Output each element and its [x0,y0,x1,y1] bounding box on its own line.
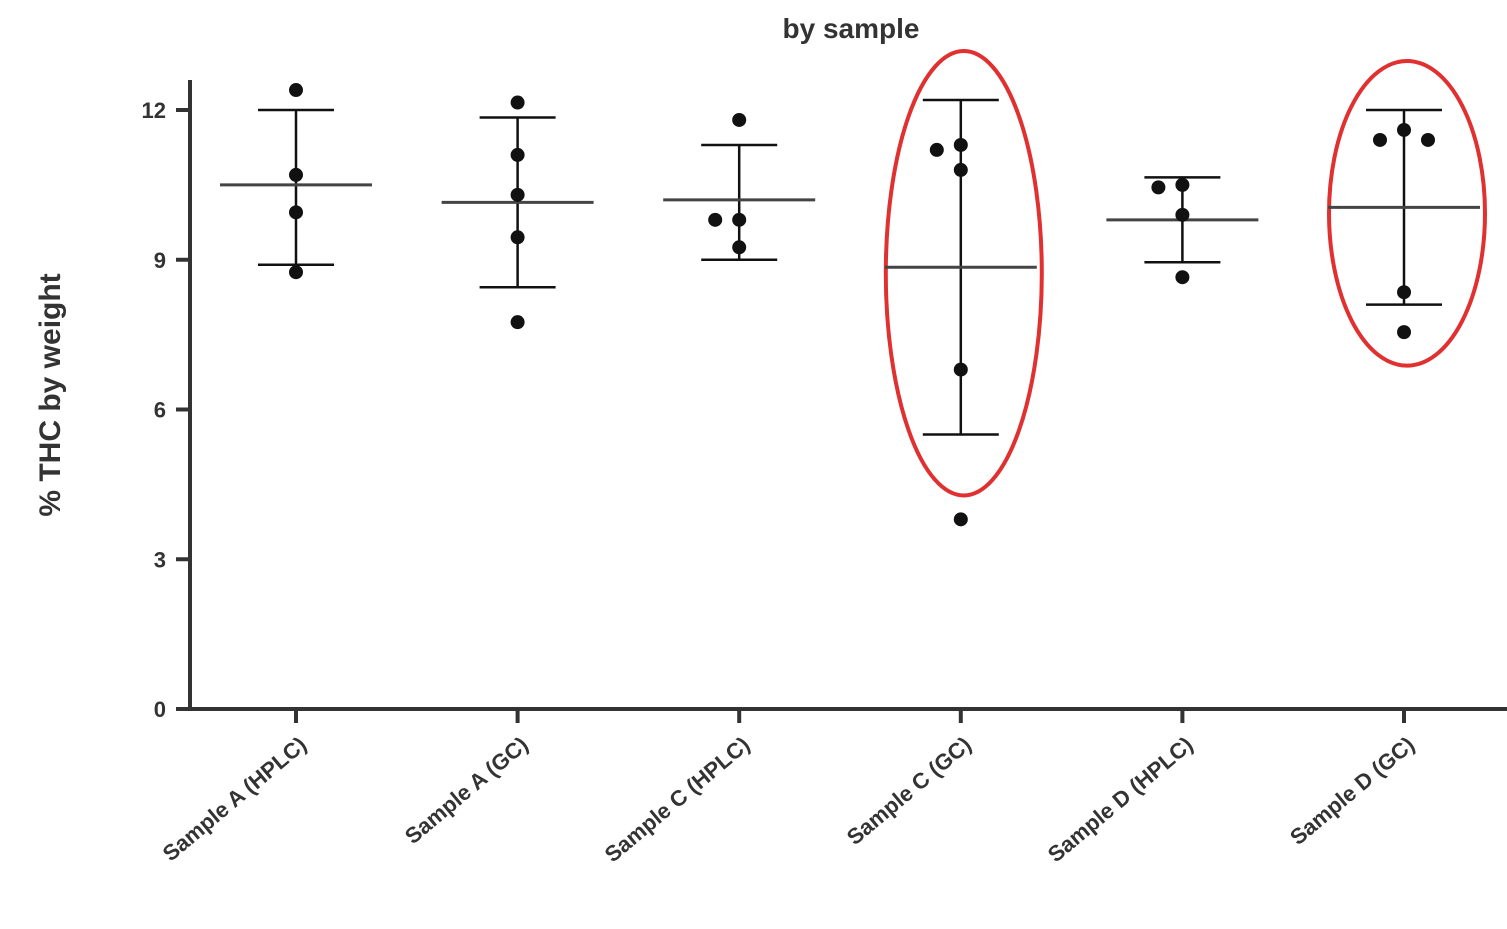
highlight-ellipse [1327,59,1487,368]
data-point [289,265,303,280]
highlight-layer [883,49,1487,498]
data-point [289,205,303,220]
y-tick-label: 6 [154,398,166,423]
data-point [289,167,303,182]
chart-title: by sample [783,13,920,44]
data-point [1175,270,1190,285]
data-point [953,137,968,152]
x-tick-label: Sample C (GC) [842,732,976,850]
group-1 [441,95,594,330]
data-point [1373,132,1387,147]
group-5 [1328,108,1480,340]
data-point [953,162,968,177]
x-tick-label: Sample A (GC) [400,732,533,849]
data-point [510,230,525,245]
data-point [1397,122,1411,137]
data-point [1397,325,1411,340]
data-groups [220,83,1480,527]
x-tick-label: Sample D (GC) [1285,732,1419,850]
y-tick-label: 3 [154,547,166,572]
data-point [732,212,747,227]
data-point [929,142,944,157]
x-tick-labels: Sample A (HPLC) Sample A (GC) Sample C (HP… [158,732,1419,867]
y-tick-label: 9 [154,248,166,273]
data-point [1175,207,1190,222]
data-point [1175,177,1190,192]
y-axis-label: % THC by weight [34,273,67,516]
data-point [1151,180,1166,195]
group-0 [220,83,372,280]
data-point [289,83,303,98]
data-point [1421,132,1435,147]
x-tick-label: Sample D (HPLC) [1043,732,1198,867]
highlight-ellipse [883,49,1044,498]
group-2 [663,112,816,261]
x-tick-label: Sample A (HPLC) [158,732,311,866]
data-point [732,240,747,255]
x-tick-label: Sample C (HPLC) [600,732,755,867]
data-point [1397,285,1411,300]
data-point [732,112,747,127]
y-tick-label: 12 [142,98,166,123]
data-point [953,512,968,527]
group-3 [884,98,1037,527]
data-point [510,187,525,202]
data-point [510,315,525,330]
data-point [510,147,525,162]
group-4 [1106,176,1259,285]
data-point [953,362,968,377]
data-point [708,212,723,227]
data-point [510,95,525,110]
y-tick-label: 0 [154,697,166,722]
axes: 0 3 6 9 12 [142,80,1507,723]
